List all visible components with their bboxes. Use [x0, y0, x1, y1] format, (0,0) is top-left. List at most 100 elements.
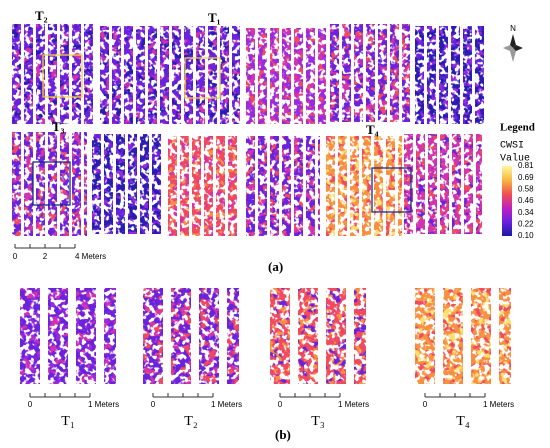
- row-gap: [473, 134, 476, 234]
- field-block: [143, 288, 239, 384]
- panel-label: T₄: [456, 414, 470, 429]
- row-gap: [424, 26, 427, 124]
- scale-label: 0: [28, 400, 33, 409]
- row-gap: [137, 134, 140, 234]
- row-gap: [169, 26, 172, 124]
- field-block: [415, 26, 487, 124]
- field-block: [246, 28, 326, 124]
- row-gap: [205, 26, 208, 124]
- blob-layer: [12, 132, 87, 236]
- row-gap: [449, 134, 452, 234]
- row-gap: [33, 132, 36, 236]
- row-gap: [291, 28, 294, 124]
- north-label: N: [510, 24, 516, 33]
- row-gap: [109, 26, 112, 124]
- north-arrow-tail: [510, 48, 516, 62]
- row-gap: [57, 132, 60, 236]
- scale-label: 4 Meters: [75, 252, 106, 261]
- row-gap: [237, 136, 240, 236]
- scale-label: 0: [278, 400, 283, 409]
- field-block: [326, 136, 402, 236]
- row-gap: [21, 132, 24, 236]
- row-gap: [191, 288, 199, 384]
- row-gap: [40, 288, 48, 384]
- scale-label: 1 Meters: [211, 400, 242, 409]
- row-gap: [69, 24, 72, 124]
- row-gap: [484, 26, 487, 124]
- row-gap: [291, 136, 294, 236]
- legend-value: 0.46: [518, 196, 534, 205]
- row-gap: [437, 134, 440, 234]
- north-arrow-west: [503, 45, 513, 51]
- row-gap: [145, 26, 148, 124]
- blob-layer: [404, 134, 482, 234]
- blob: [12, 132, 87, 236]
- field-block: [168, 136, 240, 236]
- field-label: T₂: [35, 8, 48, 23]
- field-block: [330, 24, 410, 122]
- row-gap: [177, 136, 180, 236]
- row-gap: [290, 288, 298, 384]
- row-gap: [113, 134, 116, 234]
- row-gap: [161, 134, 164, 234]
- row-gap: [315, 28, 318, 124]
- row-gap: [229, 26, 232, 124]
- legend-colorbar: [502, 166, 512, 236]
- row-gap: [375, 24, 378, 122]
- row-gap: [225, 136, 228, 236]
- row-gap: [157, 26, 160, 124]
- scale-label: 2: [43, 252, 48, 261]
- row-gap: [463, 288, 471, 384]
- row-gap: [303, 136, 306, 236]
- row-gap: [193, 26, 196, 124]
- blob: [246, 136, 320, 236]
- row-gap: [217, 26, 220, 124]
- row-gap: [125, 134, 128, 234]
- caption-b: (b): [275, 427, 291, 442]
- row-gap: [387, 24, 390, 122]
- blob-layer: [246, 28, 326, 124]
- field-block: [415, 288, 511, 384]
- row-gap: [460, 26, 463, 124]
- blob-layer: [326, 136, 402, 236]
- sample-box: [371, 167, 412, 213]
- field-block: [12, 132, 87, 236]
- row-gap: [181, 26, 184, 124]
- row-gap: [133, 26, 136, 124]
- row-gap: [279, 136, 282, 236]
- row-gap: [435, 288, 443, 384]
- row-gap: [33, 24, 36, 124]
- blob: [404, 134, 482, 234]
- row-gap: [383, 136, 386, 236]
- row-gap: [363, 24, 366, 122]
- row-gap: [96, 288, 104, 384]
- row-gap: [413, 134, 416, 234]
- row-gap: [219, 288, 227, 384]
- scale-label: 0: [423, 400, 428, 409]
- row-gap: [201, 136, 204, 236]
- row-gap: [399, 24, 402, 122]
- field-block: [100, 26, 240, 124]
- row-gap: [213, 136, 216, 236]
- row-gap: [318, 288, 326, 384]
- field-block: [12, 24, 96, 124]
- row-gap: [491, 288, 499, 384]
- field-label: T₃: [52, 119, 65, 134]
- legend-value: 0.81: [518, 161, 534, 170]
- row-gap: [267, 136, 270, 236]
- row-gap: [81, 132, 84, 236]
- blob: [330, 24, 410, 122]
- sample-box: [42, 54, 83, 98]
- field-block: [404, 134, 482, 234]
- row-gap: [461, 134, 464, 234]
- row-gap: [395, 136, 398, 236]
- row-gap: [45, 24, 48, 124]
- north-arrow: N: [503, 24, 523, 62]
- row-gap: [279, 28, 282, 124]
- legend-values: 0.81 0.69 0.58 0.46 0.34 0.22 0.10: [518, 161, 534, 240]
- row-gap: [255, 136, 258, 236]
- row-gap: [45, 132, 48, 236]
- row-gap: [21, 24, 24, 124]
- row-gap: [189, 136, 192, 236]
- legend-title: Legend: [500, 122, 535, 134]
